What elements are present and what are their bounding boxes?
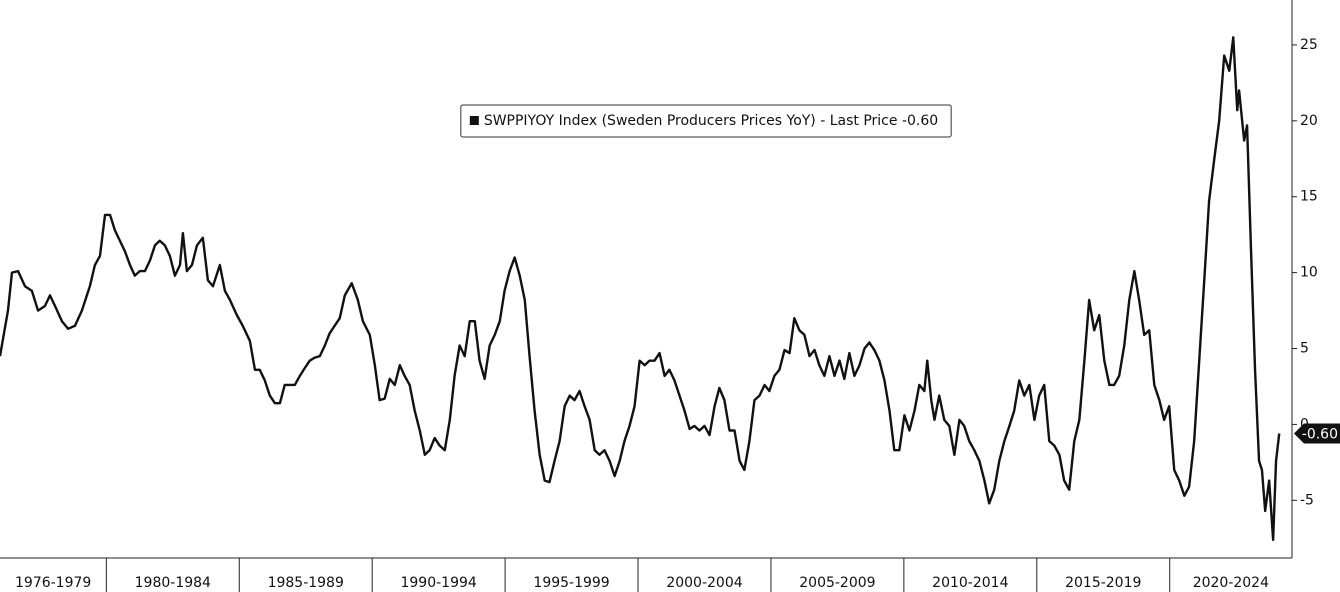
x-period-label: 1985-1989 bbox=[268, 575, 344, 591]
x-period-label: 2015-2019 bbox=[1065, 575, 1141, 591]
y-tick-label: 25 bbox=[1300, 37, 1318, 53]
x-period-label: 2000-2004 bbox=[666, 575, 742, 591]
y-tick-label: 20 bbox=[1300, 113, 1318, 129]
x-period-label: 1995-1999 bbox=[533, 575, 609, 591]
y-tick-label: 5 bbox=[1300, 341, 1309, 357]
x-period-label: 1976-1979 bbox=[15, 575, 91, 591]
legend: SWPPIYOY Index (Sweden Producers Prices … bbox=[460, 104, 952, 138]
x-period-label: 1980-1984 bbox=[135, 575, 211, 591]
last-price-tag bbox=[1294, 423, 1340, 444]
x-period-label: 2005-2009 bbox=[799, 575, 875, 591]
y-tick-label: 10 bbox=[1300, 265, 1318, 281]
legend-box bbox=[460, 104, 952, 138]
y-tick-label: -5 bbox=[1300, 492, 1314, 508]
x-period-label: 2010-2014 bbox=[932, 575, 1008, 591]
last-price-label: -0.60 bbox=[1302, 427, 1338, 443]
series-line bbox=[0, 36, 1281, 541]
x-period-label: 2020-2024 bbox=[1193, 575, 1269, 591]
legend-label: SWPPIYOY Index (Sweden Producers Prices … bbox=[484, 113, 938, 129]
y-tick-label: 15 bbox=[1300, 189, 1318, 205]
x-period-label: 1990-1994 bbox=[400, 575, 476, 591]
legend-swatch bbox=[469, 116, 479, 125]
